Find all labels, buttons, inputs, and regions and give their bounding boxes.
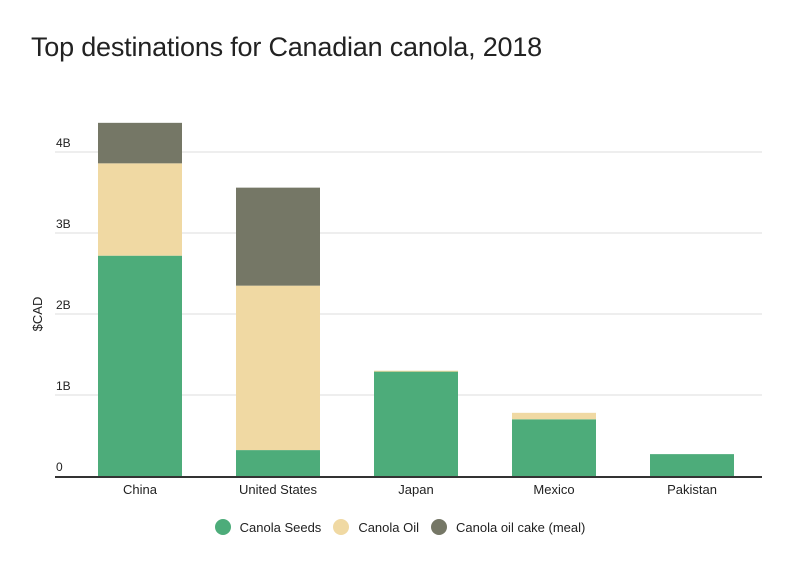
legend: Canola Seeds Canola Oil Canola oil cake (m… bbox=[0, 519, 800, 535]
y-axis-label: $CAD bbox=[30, 297, 45, 332]
legend-label: Canola oil cake (meal) bbox=[456, 519, 586, 535]
bar-segment bbox=[236, 187, 320, 286]
bar-segment bbox=[98, 255, 182, 476]
bar-segment bbox=[374, 370, 458, 372]
y-tick-label: 2B bbox=[56, 298, 71, 312]
x-tick-label: China bbox=[123, 482, 158, 497]
bars bbox=[98, 122, 734, 476]
legend-item: Canola Oil bbox=[333, 519, 419, 535]
x-tick-label: Japan bbox=[398, 482, 433, 497]
y-tick-labels: 0 1B 2B 3B 4B bbox=[56, 136, 71, 474]
legend-swatch-icon bbox=[214, 519, 231, 535]
bar-segment bbox=[512, 419, 596, 476]
bar-segment bbox=[98, 122, 182, 164]
x-tick-label: Pakistan bbox=[667, 482, 717, 497]
bar-segment bbox=[512, 412, 596, 420]
bar-segment bbox=[236, 285, 320, 451]
y-tick-label: 0 bbox=[56, 460, 63, 474]
bar-segment bbox=[236, 450, 320, 476]
legend-item: Canola Seeds bbox=[214, 519, 322, 535]
y-tick-label: 3B bbox=[56, 217, 71, 231]
chart-title: Top destinations for Canadian canola, 20… bbox=[31, 32, 542, 62]
x-tick-label: United States bbox=[239, 482, 318, 497]
legend-swatch-icon bbox=[431, 519, 448, 535]
legend-item: Canola oil cake (meal) bbox=[431, 519, 585, 535]
y-tick-label: 1B bbox=[56, 379, 71, 393]
x-tick-labels: China United States Japan Mexico Pakistan bbox=[123, 482, 717, 497]
y-tick-label: 4B bbox=[56, 136, 71, 150]
legend-label: Canola Oil bbox=[358, 519, 420, 535]
legend-label: Canola Seeds bbox=[239, 519, 322, 535]
bar-segment bbox=[650, 454, 734, 476]
bar-segment bbox=[98, 163, 182, 256]
legend-swatch-icon bbox=[333, 519, 350, 535]
x-tick-label: Mexico bbox=[533, 482, 574, 497]
bar-segment bbox=[374, 371, 458, 476]
